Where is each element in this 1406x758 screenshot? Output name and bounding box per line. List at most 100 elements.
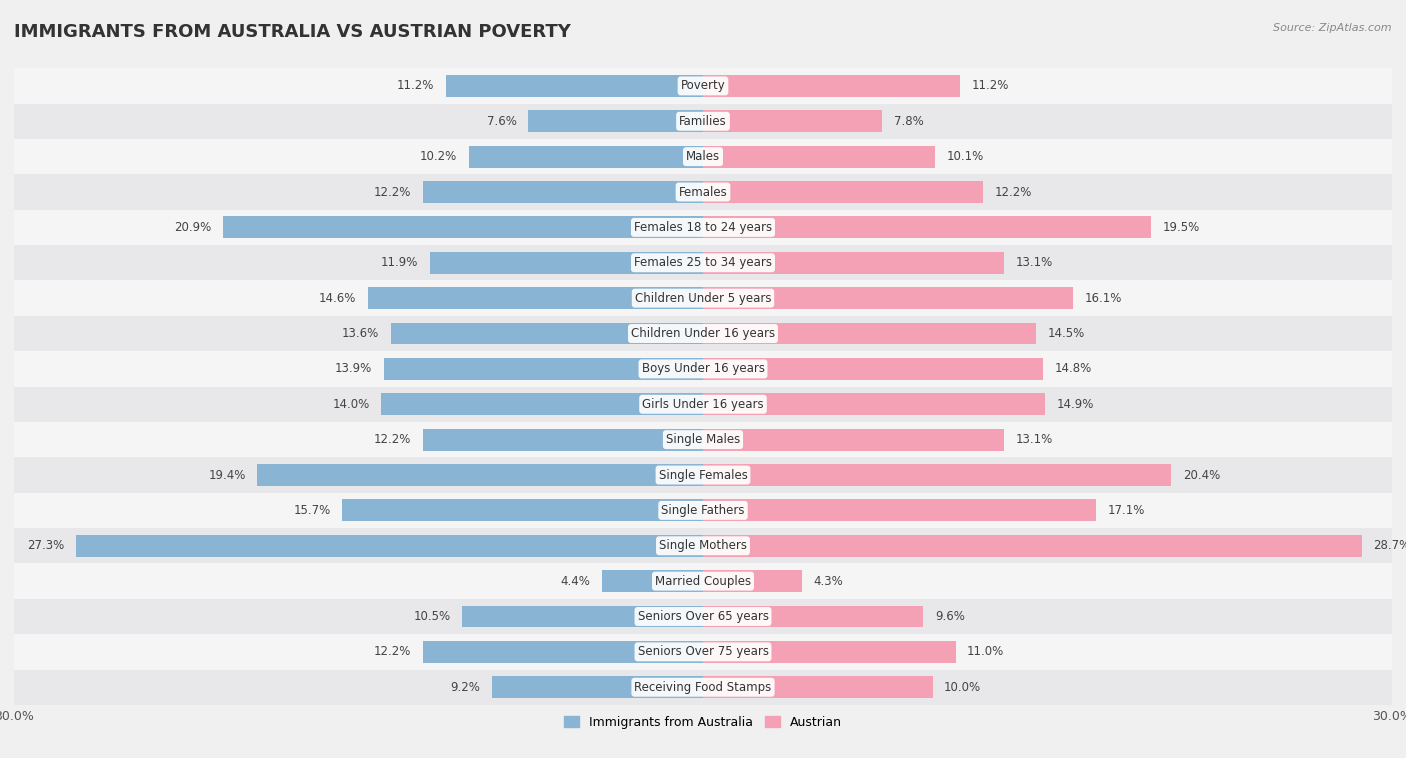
Bar: [703, 287, 1073, 309]
Text: Families: Families: [679, 114, 727, 128]
Bar: [423, 429, 703, 450]
Bar: [446, 75, 703, 97]
Bar: [703, 500, 1095, 522]
Text: Single Females: Single Females: [658, 468, 748, 481]
Bar: [14, 210, 1392, 245]
Text: 4.3%: 4.3%: [813, 575, 844, 587]
Bar: [14, 387, 1392, 422]
Bar: [343, 500, 703, 522]
Bar: [703, 252, 1004, 274]
Bar: [381, 393, 703, 415]
Text: 13.1%: 13.1%: [1015, 256, 1053, 269]
Bar: [703, 429, 1004, 450]
Bar: [529, 111, 703, 132]
Bar: [602, 570, 703, 592]
Bar: [384, 358, 703, 380]
Text: 7.6%: 7.6%: [486, 114, 517, 128]
Bar: [14, 139, 1392, 174]
Text: 20.9%: 20.9%: [174, 221, 211, 234]
Text: 12.2%: 12.2%: [374, 433, 412, 446]
Text: 14.8%: 14.8%: [1054, 362, 1091, 375]
Text: 14.6%: 14.6%: [319, 292, 356, 305]
Text: Seniors Over 65 years: Seniors Over 65 years: [637, 610, 769, 623]
Bar: [14, 422, 1392, 457]
Bar: [368, 287, 703, 309]
Bar: [224, 217, 703, 238]
Bar: [703, 535, 1362, 556]
Bar: [703, 181, 983, 203]
Bar: [703, 606, 924, 628]
Text: 11.9%: 11.9%: [381, 256, 418, 269]
Bar: [703, 676, 932, 698]
Text: 14.9%: 14.9%: [1057, 398, 1094, 411]
Text: 7.8%: 7.8%: [894, 114, 924, 128]
Bar: [14, 457, 1392, 493]
Bar: [703, 146, 935, 168]
Bar: [14, 563, 1392, 599]
Bar: [257, 464, 703, 486]
Text: 11.0%: 11.0%: [967, 645, 1004, 659]
Bar: [14, 104, 1392, 139]
Text: 10.0%: 10.0%: [945, 681, 981, 694]
Bar: [14, 634, 1392, 669]
Bar: [14, 669, 1392, 705]
Text: 12.2%: 12.2%: [374, 186, 412, 199]
Text: Poverty: Poverty: [681, 80, 725, 92]
Text: 13.6%: 13.6%: [342, 327, 380, 340]
Text: 17.1%: 17.1%: [1107, 504, 1144, 517]
Bar: [423, 181, 703, 203]
Text: Single Mothers: Single Mothers: [659, 539, 747, 553]
Bar: [703, 641, 956, 662]
Bar: [76, 535, 703, 556]
Text: 12.2%: 12.2%: [994, 186, 1032, 199]
Text: 4.4%: 4.4%: [561, 575, 591, 587]
Bar: [423, 641, 703, 662]
Bar: [14, 245, 1392, 280]
Bar: [14, 280, 1392, 316]
Text: 11.2%: 11.2%: [396, 80, 434, 92]
Text: 10.1%: 10.1%: [946, 150, 984, 163]
Bar: [14, 68, 1392, 104]
Bar: [492, 676, 703, 698]
Text: Seniors Over 75 years: Seniors Over 75 years: [637, 645, 769, 659]
Bar: [703, 217, 1152, 238]
Text: 12.2%: 12.2%: [374, 645, 412, 659]
Bar: [468, 146, 703, 168]
Bar: [14, 599, 1392, 634]
Text: 9.6%: 9.6%: [935, 610, 965, 623]
Text: 19.5%: 19.5%: [1163, 221, 1199, 234]
Text: Females: Females: [679, 186, 727, 199]
Text: 10.2%: 10.2%: [420, 150, 457, 163]
Text: Source: ZipAtlas.com: Source: ZipAtlas.com: [1274, 23, 1392, 33]
Bar: [430, 252, 703, 274]
Bar: [703, 464, 1171, 486]
Text: Single Males: Single Males: [666, 433, 740, 446]
Bar: [14, 493, 1392, 528]
Bar: [703, 358, 1043, 380]
Bar: [14, 174, 1392, 210]
Text: 27.3%: 27.3%: [27, 539, 65, 553]
Text: Boys Under 16 years: Boys Under 16 years: [641, 362, 765, 375]
Text: 10.5%: 10.5%: [413, 610, 450, 623]
Text: 20.4%: 20.4%: [1182, 468, 1220, 481]
Bar: [391, 323, 703, 344]
Bar: [703, 111, 882, 132]
Text: Girls Under 16 years: Girls Under 16 years: [643, 398, 763, 411]
Bar: [14, 316, 1392, 351]
Text: 28.7%: 28.7%: [1374, 539, 1406, 553]
Bar: [14, 351, 1392, 387]
Text: Single Fathers: Single Fathers: [661, 504, 745, 517]
Text: 14.5%: 14.5%: [1047, 327, 1084, 340]
Text: 19.4%: 19.4%: [208, 468, 246, 481]
Legend: Immigrants from Australia, Austrian: Immigrants from Australia, Austrian: [558, 711, 848, 734]
Text: Females 18 to 24 years: Females 18 to 24 years: [634, 221, 772, 234]
Bar: [703, 323, 1036, 344]
Text: Children Under 5 years: Children Under 5 years: [634, 292, 772, 305]
Text: Receiving Food Stamps: Receiving Food Stamps: [634, 681, 772, 694]
Text: 14.0%: 14.0%: [333, 398, 370, 411]
Text: Males: Males: [686, 150, 720, 163]
Bar: [461, 606, 703, 628]
Text: Children Under 16 years: Children Under 16 years: [631, 327, 775, 340]
Text: 11.2%: 11.2%: [972, 80, 1010, 92]
Text: IMMIGRANTS FROM AUSTRALIA VS AUSTRIAN POVERTY: IMMIGRANTS FROM AUSTRALIA VS AUSTRIAN PO…: [14, 23, 571, 41]
